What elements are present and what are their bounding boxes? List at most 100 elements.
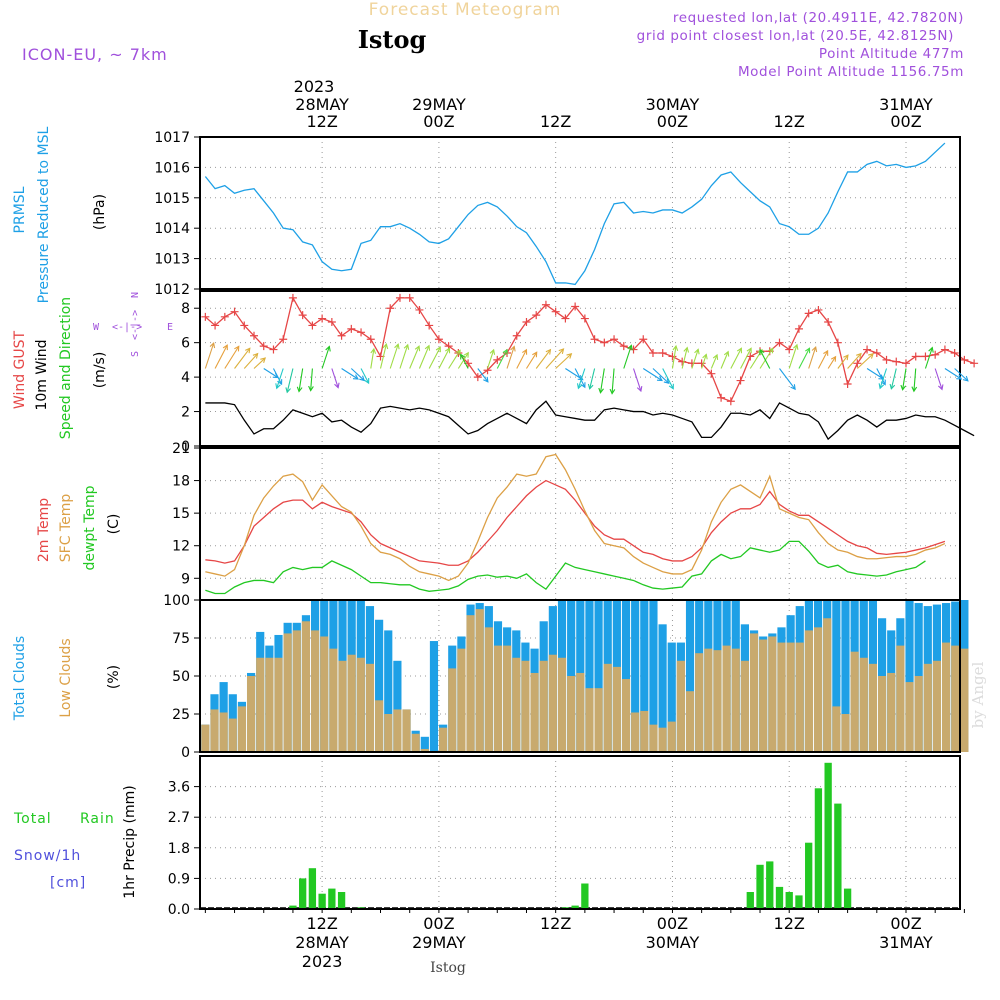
wind-arrow-head [460,353,466,360]
low-cloud-bar [740,660,749,752]
wind-arrow [662,368,674,390]
low-cloud-bar [859,657,868,752]
wind-arrow [701,354,707,369]
wind-arrow [779,368,796,390]
wind-arrow-head [636,386,643,393]
low-cloud-bar [585,688,594,752]
wind-arrow-head [296,386,303,393]
gust-marker [853,359,862,368]
year-top: 2023 [294,77,335,96]
bottom-date-label: 29MAY [412,933,466,952]
wind-arrow-head [545,348,552,355]
low-cloud-bar [237,706,247,752]
low-cloud-bar [512,657,521,752]
wind-arrow [516,349,527,369]
low-cloud-bar [457,648,466,752]
top-date-label: 31MAY [879,95,933,114]
precip-bar [756,864,764,909]
wind-arrow-head [746,347,752,354]
gust-marker [580,314,589,323]
compass-south: S [130,351,141,357]
gust-marker [794,324,803,333]
series-10m-wind [205,400,975,441]
wind-arrow-head [694,348,700,355]
wind-arrow-head [702,353,708,360]
bottom-time-label: 12Z [774,914,805,933]
wind-arrow [496,349,508,369]
chart-title: Forecast Meteogram [369,0,562,20]
low-cloud-bar [685,691,695,752]
wind-arrow [535,349,551,369]
low-cloud-bar [539,660,548,752]
low-cloud-bar [868,663,878,752]
gust-marker [931,350,940,359]
compass-west: W [93,322,100,333]
wind-arrow [847,353,862,369]
wind-arrow [611,368,615,394]
gust-marker [658,349,667,357]
low-cloud-bar [923,663,932,752]
wind-arrow [526,351,538,369]
gust-marker [386,304,395,313]
gust-marker [493,355,502,364]
wind-arrow-head [463,351,469,358]
precip-bar [795,895,803,909]
wind-arrow [902,368,907,390]
wind-arrow-head [275,383,281,390]
compass-icon: W <-|-> E N <-|-> S [93,292,173,357]
wind-arrow [360,368,370,384]
wind-arrow [944,368,962,380]
wind-arrow-head [937,384,944,391]
wind-arrow [827,356,837,369]
precip-bar [337,892,346,909]
wind-arrow-head [382,343,389,350]
wind-arrow-head [252,352,259,359]
precip-label-rain: Rain [80,811,115,827]
wind-arrow-head [805,347,811,354]
wind-arrow-head [712,353,719,360]
low-cloud-bar [411,733,420,752]
y-tick-label: 21 [172,441,190,457]
gust-marker [366,335,375,344]
wind-arrow [555,353,572,369]
hour-ticks [204,909,965,913]
wind-arrow-head [683,346,690,353]
panel-frame [199,136,961,290]
wind-arrow [409,345,420,369]
y-tick-label: 1014 [154,221,190,237]
wind-arrow-head [334,382,340,389]
low-cloud-bar [621,679,631,752]
temp-label-3: dewpt Temp [82,485,98,570]
low-cloud-bar [832,706,841,752]
gust-marker [950,349,959,357]
wind-arrow-head [245,347,251,354]
gust-marker [230,307,239,316]
gust-marker [318,314,327,323]
gust-marker [833,338,842,347]
low-cloud-bar [530,672,539,752]
wind-arrow [506,346,515,369]
total-cloud-bar [594,600,603,752]
gust-marker [240,321,249,330]
y-tick-label: 1013 [154,252,190,268]
gust-marker [600,338,609,347]
wind-unit: (m/s) [92,352,108,389]
wind-arrow [710,354,718,369]
pressure-label-2: Pressure Reduced to MSL [36,126,52,303]
y-tick-label: 6 [181,336,190,352]
bottom-time-label: 00Z [890,914,921,933]
low-cloud-bar [667,721,676,752]
low-cloud-bar [420,748,429,752]
wind-arrow [924,347,933,369]
low-cloud-bar [365,663,375,752]
low-cloud-bar [274,657,283,752]
bottom-date-label: 30MAY [646,933,700,952]
low-cloud-bar [612,666,621,752]
low-cloud-bar [951,645,960,752]
wind-arrow [866,368,884,380]
total-cloud-bar [685,600,695,752]
temp-labels: 2m Temp SFC Temp dewpt Temp (C) [36,485,122,570]
wind-arrow-head [394,343,400,350]
low-cloud-bar [777,642,786,752]
precip-bar [843,888,852,909]
